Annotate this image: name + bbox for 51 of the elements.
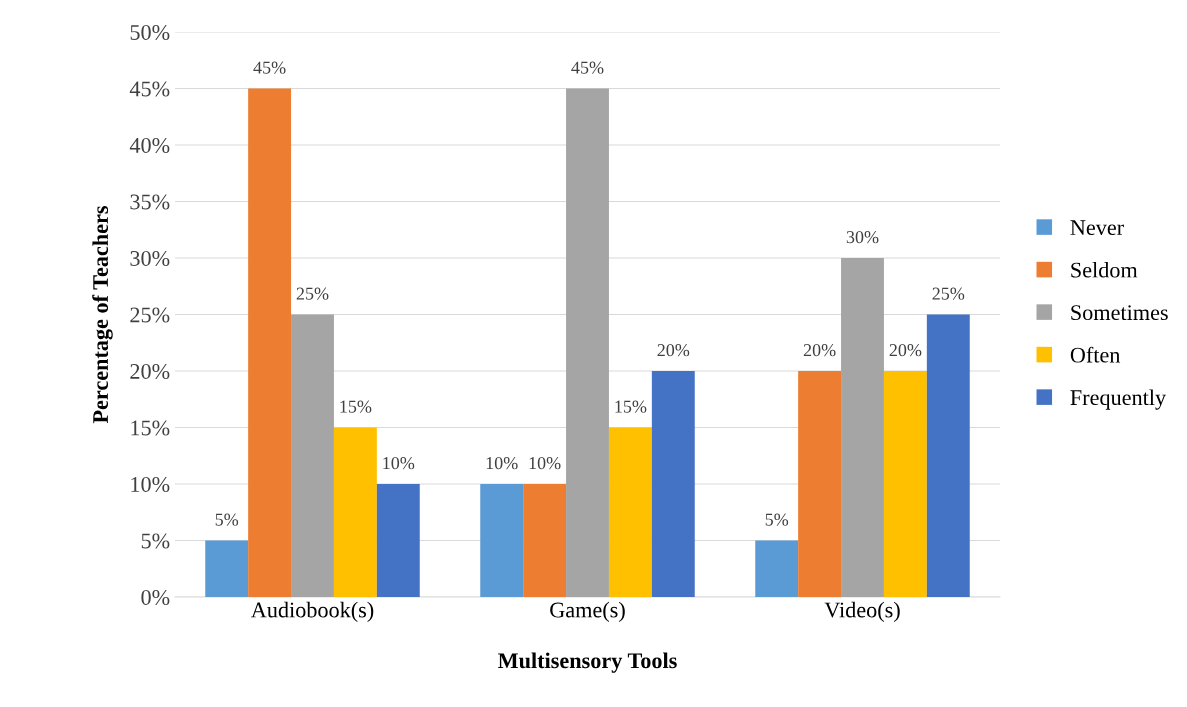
data-label: 20% bbox=[657, 344, 690, 357]
y-tick-label: 35% bbox=[130, 194, 170, 210]
data-label: 25% bbox=[296, 287, 329, 300]
y-tick-label: 5% bbox=[141, 533, 170, 549]
bar bbox=[291, 314, 334, 597]
bar bbox=[480, 484, 524, 597]
x-tick-label: Video(s) bbox=[824, 601, 900, 623]
data-label: 10% bbox=[529, 457, 561, 470]
x-axis-title: Multisensory Tools bbox=[498, 652, 677, 673]
bar bbox=[523, 484, 567, 597]
legend-label: Seldom bbox=[1071, 261, 1138, 278]
bar bbox=[608, 427, 652, 597]
data-label: 10% bbox=[486, 457, 518, 470]
x-tick-label: Audiobook(s) bbox=[250, 601, 374, 623]
bar bbox=[926, 314, 970, 597]
legend-label: Sometimes bbox=[1071, 305, 1168, 321]
data-label: 30% bbox=[846, 231, 879, 244]
data-label: 20% bbox=[803, 344, 836, 357]
y-tick-label: 30% bbox=[130, 250, 170, 266]
bar bbox=[333, 427, 377, 597]
bar bbox=[376, 484, 420, 597]
y-tick-label: 20% bbox=[130, 363, 170, 379]
y-tick-label: 45% bbox=[129, 81, 170, 97]
data-label: 10% bbox=[383, 457, 415, 470]
data-label: 45% bbox=[571, 61, 604, 74]
x-tick-label: Game(s) bbox=[550, 601, 625, 623]
bar bbox=[566, 88, 609, 597]
y-axis-title: Percentage of Teachers bbox=[92, 206, 113, 424]
legend-label: Never bbox=[1070, 220, 1124, 236]
data-label: 15% bbox=[340, 400, 372, 413]
bar bbox=[248, 88, 292, 597]
bar bbox=[883, 371, 927, 597]
bar bbox=[841, 258, 884, 597]
y-tick-label: 10% bbox=[131, 476, 170, 492]
legend-label: Often bbox=[1070, 346, 1121, 363]
bar bbox=[205, 540, 249, 597]
data-label: 5% bbox=[765, 513, 789, 526]
y-tick-label: 50% bbox=[130, 24, 170, 40]
data-label: 45% bbox=[253, 61, 286, 74]
y-tick-label: 25% bbox=[130, 307, 170, 323]
bar bbox=[798, 371, 842, 597]
bar bbox=[651, 371, 695, 597]
data-label: 20% bbox=[889, 344, 922, 357]
y-tick-label: 0% bbox=[141, 589, 170, 605]
legend-label: Frequently bbox=[1070, 389, 1167, 410]
y-tick-label: 15% bbox=[131, 420, 170, 436]
data-label: 15% bbox=[615, 400, 647, 413]
bar bbox=[755, 540, 799, 597]
data-label: 5% bbox=[215, 513, 239, 526]
data-label: 25% bbox=[932, 287, 965, 300]
y-tick-label: 40% bbox=[129, 137, 170, 153]
